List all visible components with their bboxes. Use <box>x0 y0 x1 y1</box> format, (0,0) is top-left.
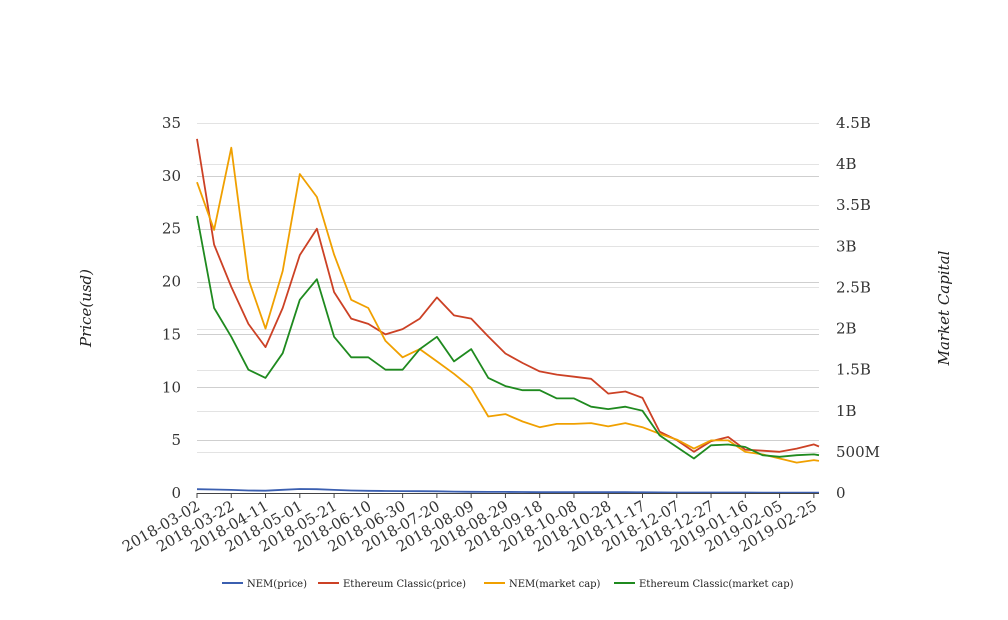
y2-tick-label: 500M <box>836 443 880 461</box>
y-tick-label: 5 <box>171 431 181 449</box>
y-tick-label: 25 <box>162 220 181 238</box>
y-tick-label: 35 <box>162 114 181 132</box>
legend: NEM(price) Ethereum Classic(price) NEM(mar… <box>222 579 794 590</box>
gridlines <box>197 123 819 494</box>
y2-tick-label: 0 <box>836 484 846 502</box>
y-tick-label: 10 <box>162 378 181 396</box>
y2-tick-label: 1.5B <box>836 361 871 379</box>
legend-label: Ethereum Classic(price) <box>343 579 466 590</box>
y-axis-title: Price(usd) <box>77 269 95 348</box>
y2-tick-label: 2.5B <box>836 278 871 296</box>
series-line-ethereum-classic-market-cap <box>196 215 820 460</box>
y2-tick-label: 3.5B <box>836 196 871 214</box>
y2-tick-label: 3B <box>836 237 857 255</box>
y2-tick-label: 4B <box>836 155 857 173</box>
series-layer <box>196 138 820 494</box>
right-axis-ticks: 0 500M 1B 1.5B 2B 2.5B 3B 3.5B 4B 4.5B <box>836 114 880 502</box>
y2-axis-title: Market Capital <box>935 250 953 366</box>
legend-label: NEM(price) <box>247 579 307 590</box>
y-tick-label: 15 <box>162 325 181 343</box>
y-tick-label: 20 <box>162 273 181 291</box>
y2-tick-label: 4.5B <box>836 114 871 132</box>
series-line-ethereum-classic-price <box>196 138 820 453</box>
y-tick-label: 0 <box>171 484 181 502</box>
series-line-nem-market-cap <box>196 146 820 464</box>
left-axis-ticks: 0 5 10 15 20 25 30 35 <box>162 114 181 502</box>
series-line-nem-price <box>196 488 819 494</box>
legend-label: NEM(market cap) <box>509 579 601 590</box>
y-tick-label: 30 <box>162 167 181 185</box>
y2-tick-label: 1B <box>836 402 857 420</box>
legend-label: Ethereum Classic(market cap) <box>639 579 794 590</box>
x-axis-ticks: 2018-03-022018-03-222018-04-112018-05-01… <box>119 493 820 556</box>
y2-tick-label: 2B <box>836 320 857 338</box>
